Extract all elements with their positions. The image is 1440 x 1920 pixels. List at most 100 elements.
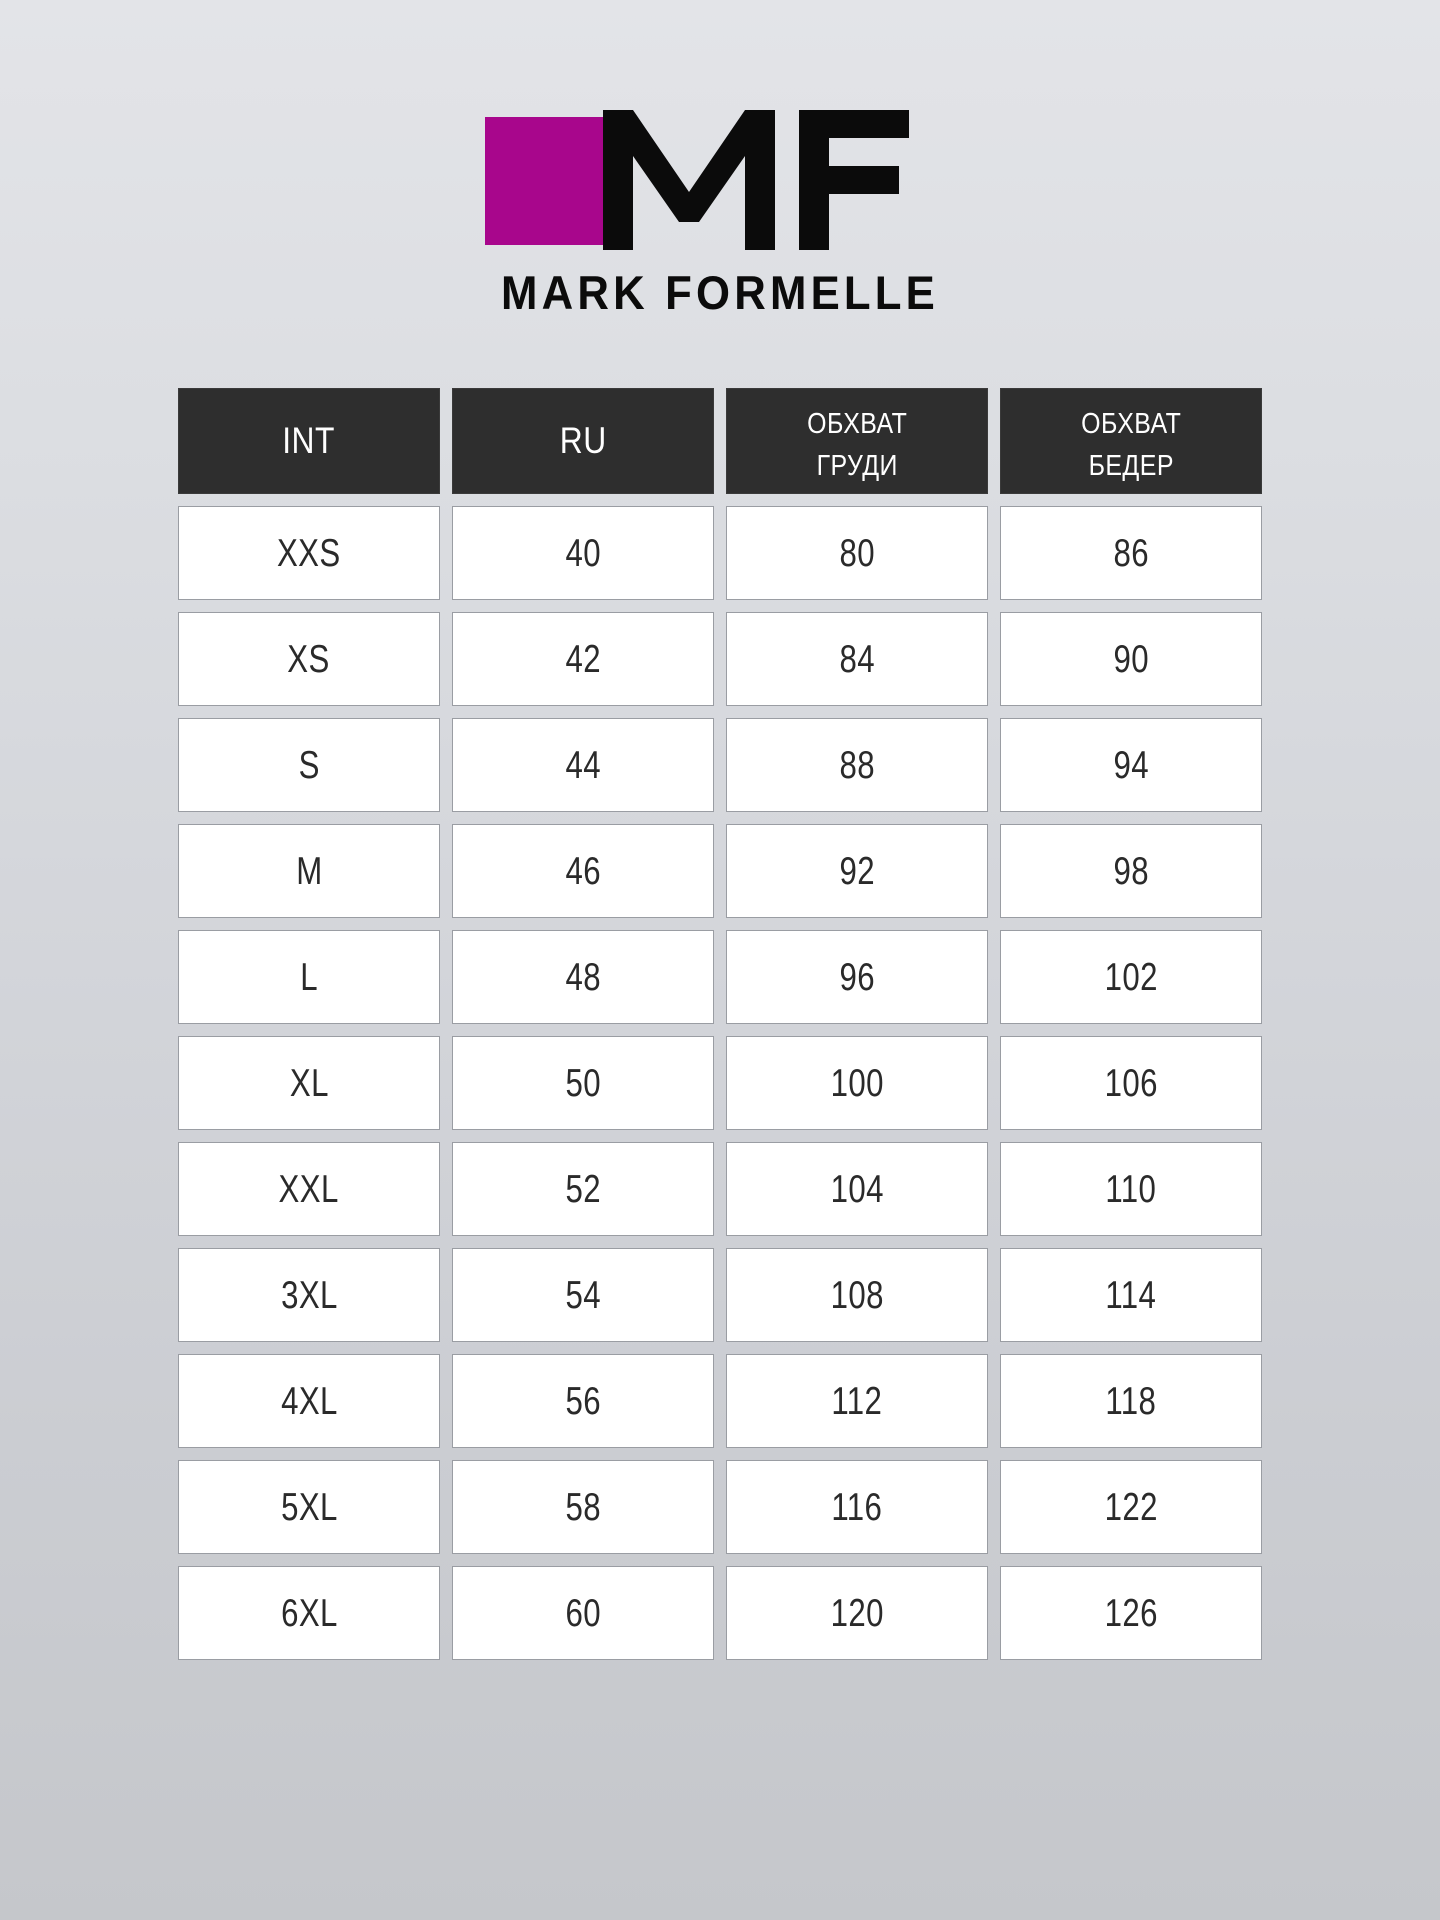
table-cell-ru-value: 52 (565, 1167, 601, 1211)
table-cell-hips: 106 (1000, 1036, 1262, 1130)
table-cell-ru: 40 (452, 506, 714, 600)
table-cell-chest-value: 120 (830, 1591, 884, 1635)
table-cell-hips-value: 86 (1113, 531, 1149, 575)
table-row: L 48 96 102 (178, 930, 1262, 1024)
logo-magenta-square-icon (485, 117, 625, 245)
column-header-hips: Обхват бедер (1000, 388, 1262, 494)
table-cell-chest: 92 (726, 824, 988, 918)
table-cell-hips-value: 102 (1104, 955, 1158, 999)
table-cell-int-value: 6XL (280, 1591, 338, 1635)
table-cell-hips-value: 110 (1105, 1167, 1157, 1211)
table-cell-int: 6XL (178, 1566, 440, 1660)
table-cell-int: 3XL (178, 1248, 440, 1342)
table-cell-int-value: XS (287, 637, 331, 681)
table-cell-chest-value: 116 (831, 1485, 883, 1529)
table-cell-hips: 118 (1000, 1354, 1262, 1448)
table-cell-chest: 80 (726, 506, 988, 600)
table-header-row: INT RU Обхват груди Обхват бедер (178, 388, 1262, 494)
table-row: XL 50 100 106 (178, 1036, 1262, 1130)
table-cell-chest-value: 88 (839, 743, 875, 787)
table-cell-int-value: M (295, 849, 323, 893)
table-cell-int: XXS (178, 506, 440, 600)
table-cell-int: XS (178, 612, 440, 706)
table-cell-hips-value: 90 (1113, 637, 1149, 681)
column-header-hips-line1: Обхват (1080, 396, 1182, 443)
column-header-chest-line1: Обхват (806, 396, 908, 443)
table-cell-ru-value: 42 (565, 637, 601, 681)
table-cell-chest-value: 92 (839, 849, 875, 893)
logo-mark (485, 110, 955, 250)
table-cell-ru-value: 50 (565, 1061, 601, 1105)
table-cell-ru: 42 (452, 612, 714, 706)
table-cell-ru: 52 (452, 1142, 714, 1236)
table-cell-chest: 84 (726, 612, 988, 706)
table-cell-int-value: XL (289, 1061, 329, 1105)
table-cell-int-value: 3XL (280, 1273, 338, 1317)
table-cell-chest-value: 108 (830, 1273, 884, 1317)
table-cell-chest: 88 (726, 718, 988, 812)
logo-mf-letters-icon (603, 110, 963, 250)
table-cell-chest-value: 84 (839, 637, 875, 681)
table-cell-hips: 98 (1000, 824, 1262, 918)
table-cell-hips: 114 (1000, 1248, 1262, 1342)
table-cell-hips: 94 (1000, 718, 1262, 812)
table-cell-ru-value: 48 (565, 955, 601, 999)
table-cell-hips: 86 (1000, 506, 1262, 600)
table-cell-ru: 58 (452, 1460, 714, 1554)
table-cell-int: L (178, 930, 440, 1024)
table-cell-int: 5XL (178, 1460, 440, 1554)
table-cell-int: XXL (178, 1142, 440, 1236)
logo-wordmark: MARK FORMELLE (500, 266, 940, 319)
column-header-chest-label: Обхват груди (806, 396, 908, 484)
column-header-hips-label: Обхват бедер (1080, 396, 1182, 484)
table-cell-int-value: 4XL (280, 1379, 338, 1423)
table-row: XS 42 84 90 (178, 612, 1262, 706)
table-cell-ru-value: 54 (565, 1273, 601, 1317)
column-header-hips-line2: бедер (1088, 438, 1174, 484)
table-row: M 46 92 98 (178, 824, 1262, 918)
table-cell-chest-value: 80 (839, 531, 875, 575)
table-cell-int-value: 5XL (280, 1485, 338, 1529)
table-cell-ru: 44 (452, 718, 714, 812)
table-row: 3XL 54 108 114 (178, 1248, 1262, 1342)
table-cell-int-value: XXS (277, 531, 341, 575)
table-cell-int-value: L (300, 955, 318, 999)
table-cell-chest-value: 96 (839, 955, 875, 999)
table-cell-chest: 112 (726, 1354, 988, 1448)
table-row: 5XL 58 116 122 (178, 1460, 1262, 1554)
table-cell-hips-value: 94 (1113, 743, 1149, 787)
table-cell-hips: 90 (1000, 612, 1262, 706)
table-cell-ru-value: 44 (565, 743, 601, 787)
column-header-ru-label: RU (559, 420, 607, 462)
table-body: XXS 40 80 86 XS 42 84 90 S 44 88 94 M 46 92 98 L 48 96 102 X… (178, 506, 1262, 1660)
table-cell-chest: 96 (726, 930, 988, 1024)
column-header-chest: Обхват груди (726, 388, 988, 494)
table-cell-ru-value: 58 (565, 1485, 601, 1529)
table-cell-ru-value: 56 (565, 1379, 601, 1423)
table-cell-int-value: S (298, 743, 320, 787)
table-cell-chest: 108 (726, 1248, 988, 1342)
table-cell-ru: 60 (452, 1566, 714, 1660)
table-cell-int: M (178, 824, 440, 918)
table-cell-ru: 46 (452, 824, 714, 918)
table-cell-ru: 56 (452, 1354, 714, 1448)
table-row: 4XL 56 112 118 (178, 1354, 1262, 1448)
size-chart-table: INT RU Обхват груди Обхват бедер XXS 40 80… (178, 388, 1262, 1660)
table-cell-chest-value: 104 (830, 1167, 884, 1211)
table-cell-ru-value: 60 (565, 1591, 601, 1635)
table-cell-hips-value: 98 (1113, 849, 1149, 893)
column-header-ru: RU (452, 388, 714, 494)
table-cell-int: S (178, 718, 440, 812)
column-header-int: INT (178, 388, 440, 494)
table-cell-ru: 48 (452, 930, 714, 1024)
table-cell-int: XL (178, 1036, 440, 1130)
table-cell-hips-value: 122 (1104, 1485, 1158, 1529)
table-cell-hips: 110 (1000, 1142, 1262, 1236)
table-cell-hips-value: 126 (1104, 1591, 1158, 1635)
column-header-chest-line2: груди (816, 438, 898, 484)
table-cell-hips: 126 (1000, 1566, 1262, 1660)
table-row: 6XL 60 120 126 (178, 1566, 1262, 1660)
table-cell-chest: 120 (726, 1566, 988, 1660)
table-cell-ru-value: 40 (565, 531, 601, 575)
column-header-int-label: INT (282, 420, 336, 462)
